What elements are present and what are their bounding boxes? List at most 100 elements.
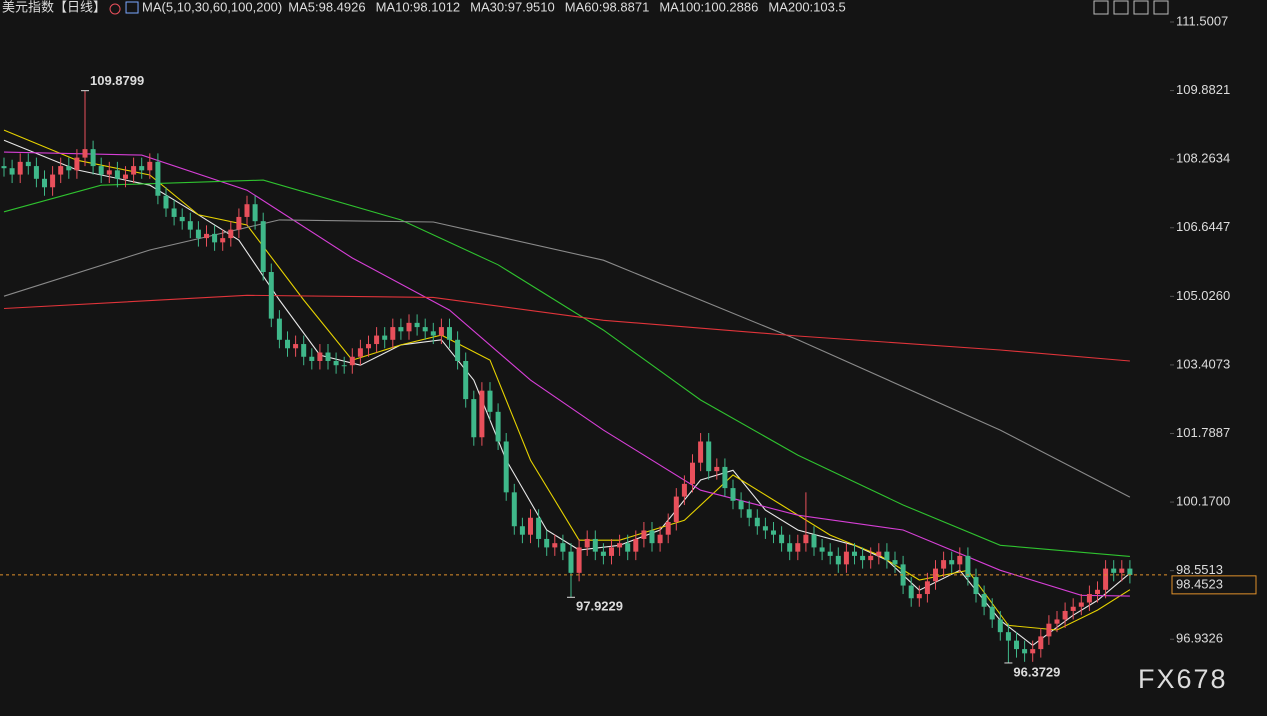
candle-body (609, 547, 614, 556)
candle-body (1005, 632, 1011, 641)
candle-body (398, 327, 404, 332)
candle-body (252, 204, 258, 222)
y-tick-label: 105.0260 (1176, 288, 1230, 303)
y-tick-label: 106.6447 (1176, 219, 1230, 234)
candle-body (268, 272, 274, 319)
candle-body (123, 174, 128, 179)
icon[interactable] (1093, 0, 1109, 15)
candle-body (438, 327, 444, 336)
candle-body (147, 161, 153, 171)
candle-body (430, 331, 436, 336)
candle-body (325, 352, 331, 361)
candle-body (860, 555, 866, 561)
ma-line (3, 219, 1131, 498)
last-price-box (1171, 575, 1257, 595)
candle-body (236, 216, 242, 230)
y-tick-label: 108.2634 (1176, 151, 1230, 166)
candle-body (1062, 610, 1068, 620)
candle-body (811, 534, 817, 548)
ma-line (3, 151, 1130, 597)
icon (109, 3, 121, 15)
candle-body (293, 344, 299, 349)
legend-text: MA30:97.9510 (470, 0, 555, 14)
candle-body (787, 543, 793, 552)
candle-body (382, 335, 388, 340)
candle-body (665, 521, 671, 535)
candle-body (163, 195, 169, 209)
candle-body (179, 216, 185, 222)
candle-body (447, 327, 452, 340)
candle-body (965, 555, 971, 578)
candle-body (1095, 589, 1100, 595)
candle-body (301, 344, 307, 357)
candle-body (544, 538, 550, 548)
candle-body (276, 318, 282, 340)
candle-body (690, 462, 695, 484)
ma-line (3, 179, 1130, 557)
annotation-label: 96.3729 (1013, 664, 1060, 679)
candle-body (90, 149, 96, 167)
candle-body (1127, 568, 1133, 575)
candle-body (779, 534, 785, 544)
last-price-label: 98.4523 (1176, 576, 1223, 591)
toolbar-icons[interactable] (1093, 0, 1169, 15)
candle-body (528, 517, 533, 535)
candle-body (50, 174, 56, 188)
candle-body (471, 399, 477, 438)
candle-body (285, 339, 290, 349)
candle-body (827, 551, 833, 556)
candle-body (722, 466, 728, 489)
candle-body (171, 208, 177, 217)
legend-text: MA5:98.4926 (288, 0, 365, 14)
candle-body (33, 166, 39, 179)
candle-body (333, 360, 339, 366)
legend-text: MA200:103.5 (768, 0, 845, 14)
candle-body (584, 538, 590, 548)
candle-body (374, 335, 380, 345)
icon[interactable] (1153, 0, 1169, 15)
candle-body (406, 322, 412, 332)
candle-body (220, 238, 226, 243)
y-tick-label: 111.5007 (1176, 13, 1228, 28)
candle-body (17, 161, 23, 175)
candle-body (82, 149, 88, 158)
candle-body (843, 551, 849, 565)
candle-body (852, 551, 857, 556)
candle-body (625, 543, 631, 552)
candle-body (341, 365, 347, 367)
candle-body (1078, 602, 1084, 607)
candle-body (495, 411, 501, 442)
candle-body (25, 161, 31, 167)
candle-body (560, 543, 566, 552)
candle-body (228, 229, 234, 239)
candle-body (617, 543, 623, 548)
candle-body (706, 441, 712, 472)
candle-body (1111, 568, 1117, 573)
candle-body (503, 441, 509, 493)
candle-body (957, 555, 963, 565)
candle-body (349, 356, 355, 366)
candle-body (106, 170, 112, 175)
candle-body (892, 560, 898, 565)
candle-body (422, 327, 428, 332)
candle-body (933, 568, 938, 582)
candle-body (1103, 568, 1109, 590)
candle-body (754, 517, 760, 527)
candle-body (900, 564, 906, 586)
candle-body (738, 500, 744, 510)
candle-body (941, 560, 947, 569)
candle-body (649, 530, 655, 544)
y-tick-label: 101.7887 (1176, 425, 1230, 440)
candle-body (309, 356, 315, 361)
icon[interactable] (1113, 0, 1129, 15)
y-tick-label: 100.1700 (1176, 494, 1230, 509)
candle-body (916, 594, 922, 599)
icon[interactable] (1133, 0, 1149, 15)
candle-body (884, 551, 890, 561)
candle-body (195, 229, 201, 239)
candle-body (1014, 640, 1019, 650)
candle-body (463, 360, 469, 400)
candle-body (244, 204, 250, 217)
candle-body (1038, 636, 1044, 650)
